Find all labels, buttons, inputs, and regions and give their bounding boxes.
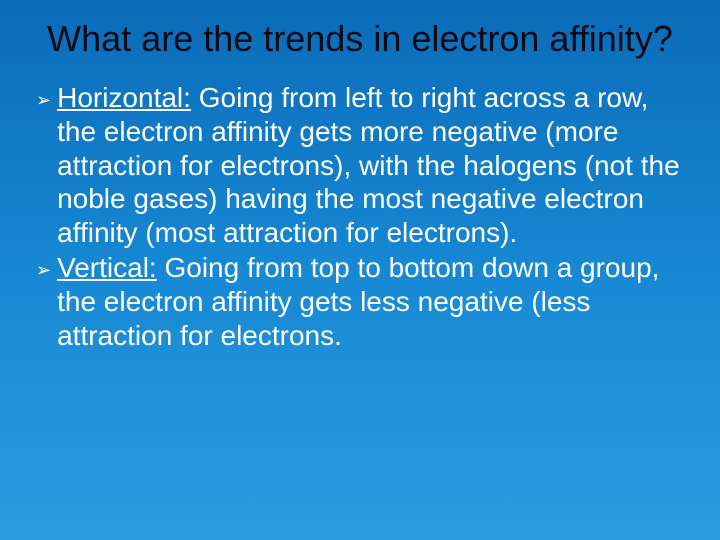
bullet-label: Horizontal:	[57, 82, 191, 113]
slide-title: What are the trends in electron affinity…	[40, 18, 680, 59]
list-item: ➢ Horizontal: Going from left to right a…	[36, 81, 680, 249]
slide: What are the trends in electron affinity…	[0, 0, 720, 540]
bullet-icon: ➢	[36, 253, 51, 287]
bullet-text: Vertical: Going from top to bottom down …	[57, 251, 680, 352]
bullet-label: Vertical:	[57, 252, 157, 283]
bullet-list: ➢ Horizontal: Going from left to right a…	[28, 81, 692, 352]
bullet-icon: ➢	[36, 83, 51, 117]
list-item: ➢ Vertical: Going from top to bottom dow…	[36, 251, 680, 352]
bullet-text: Horizontal: Going from left to right acr…	[57, 81, 680, 249]
